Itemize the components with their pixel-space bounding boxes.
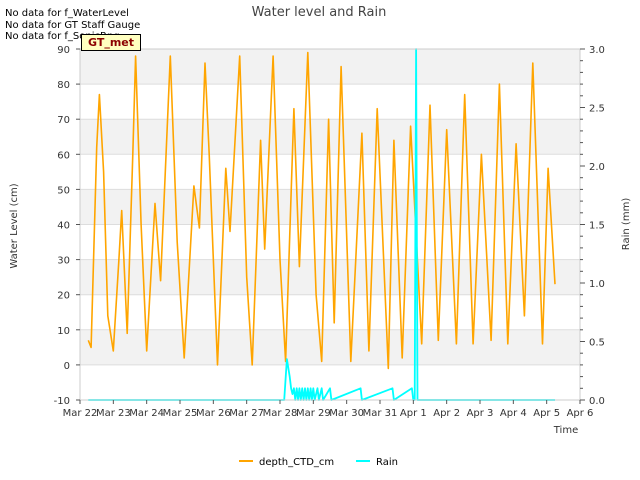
- chart-title: Water level and Rain: [252, 5, 387, 20]
- x-tick-label: Mar 31: [363, 408, 398, 419]
- y-tick-label: 60: [57, 150, 70, 161]
- y2-tick-label: 1.5: [589, 221, 605, 232]
- y2-tick-label: 1.0: [589, 279, 605, 290]
- y-tick-label: 30: [57, 256, 70, 267]
- x-tick-label: Apr 3: [467, 408, 494, 419]
- series-line-rain: [88, 48, 555, 401]
- y-tick-label: -10: [54, 396, 70, 407]
- y-tick-label: 0: [64, 361, 70, 372]
- note-staff-gauge: No data for GT Staff Gauge: [5, 19, 141, 31]
- x-tick-label: Apr 2: [433, 408, 460, 419]
- series-line-depth-ctd-cm: [87, 51, 556, 370]
- x-tick-label: Mar 28: [263, 408, 298, 419]
- x-tick-label: Mar 22: [63, 408, 98, 419]
- note-sonic-rng: No data for f_SonicRng: [5, 31, 120, 42]
- plot-band: [80, 84, 580, 120]
- series-layer: [87, 48, 556, 401]
- plot-band: [80, 259, 580, 295]
- x-tick-label: Apr 4: [500, 408, 527, 419]
- y2-tick-label: 0.5: [589, 338, 605, 349]
- y-tick-label: 40: [57, 221, 70, 232]
- x-tick-label: Apr 6: [567, 408, 594, 419]
- note-water-level: No data for f_WaterLevel: [5, 8, 129, 19]
- y-axis-right: 0.0 0.5 1.0 1.5 2.0 2.5 3.0: [580, 45, 605, 407]
- x-tick-label: Apr 5: [533, 408, 560, 419]
- y-tick-label: 80: [57, 80, 70, 91]
- y-tick-label: 20: [57, 291, 70, 302]
- x-tick-label: Apr 1: [400, 408, 427, 419]
- x-tick-label: Mar 24: [129, 408, 164, 419]
- gt-met-badge: GT_met: [81, 34, 142, 51]
- y-axis-label: Water Level (cm): [9, 183, 20, 268]
- y-tick-label: 10: [57, 326, 70, 337]
- plot-band: [80, 294, 580, 330]
- x-tick-label: Mar 25: [163, 408, 198, 419]
- plot-band: [80, 49, 580, 85]
- x-tick-label: Mar 26: [196, 408, 231, 419]
- y-axis-left: -10 0 10 20 30 40 50 60 70 80 90: [54, 45, 80, 407]
- y-tick-label: 90: [57, 45, 70, 56]
- x-tick-label: Mar 27: [229, 408, 264, 419]
- y2-axis-label: Rain (mm): [621, 198, 632, 251]
- y2-tick-label: 3.0: [589, 45, 605, 56]
- plot-band: [80, 329, 580, 365]
- no-data-notes: No data for f_WaterLevel No data for GT …: [5, 8, 140, 43]
- x-tick-label: Mar 23: [96, 408, 131, 419]
- legend: depth_CTD_cm Rain: [239, 457, 398, 468]
- x-axis-label: Time: [553, 425, 578, 436]
- legend-label-rain: Rain: [376, 457, 398, 468]
- y2-tick-label: 2.5: [589, 104, 605, 115]
- x-tick-label: Mar 29: [296, 408, 331, 419]
- y-tick-label: 70: [57, 115, 70, 126]
- legend-label-depth: depth_CTD_cm: [259, 457, 334, 468]
- y2-tick-label: 2.0: [589, 162, 605, 173]
- x-tick-label: Mar 30: [329, 408, 364, 419]
- y-tick-label: 50: [57, 185, 70, 196]
- y2-tick-label: 0.0: [589, 396, 605, 407]
